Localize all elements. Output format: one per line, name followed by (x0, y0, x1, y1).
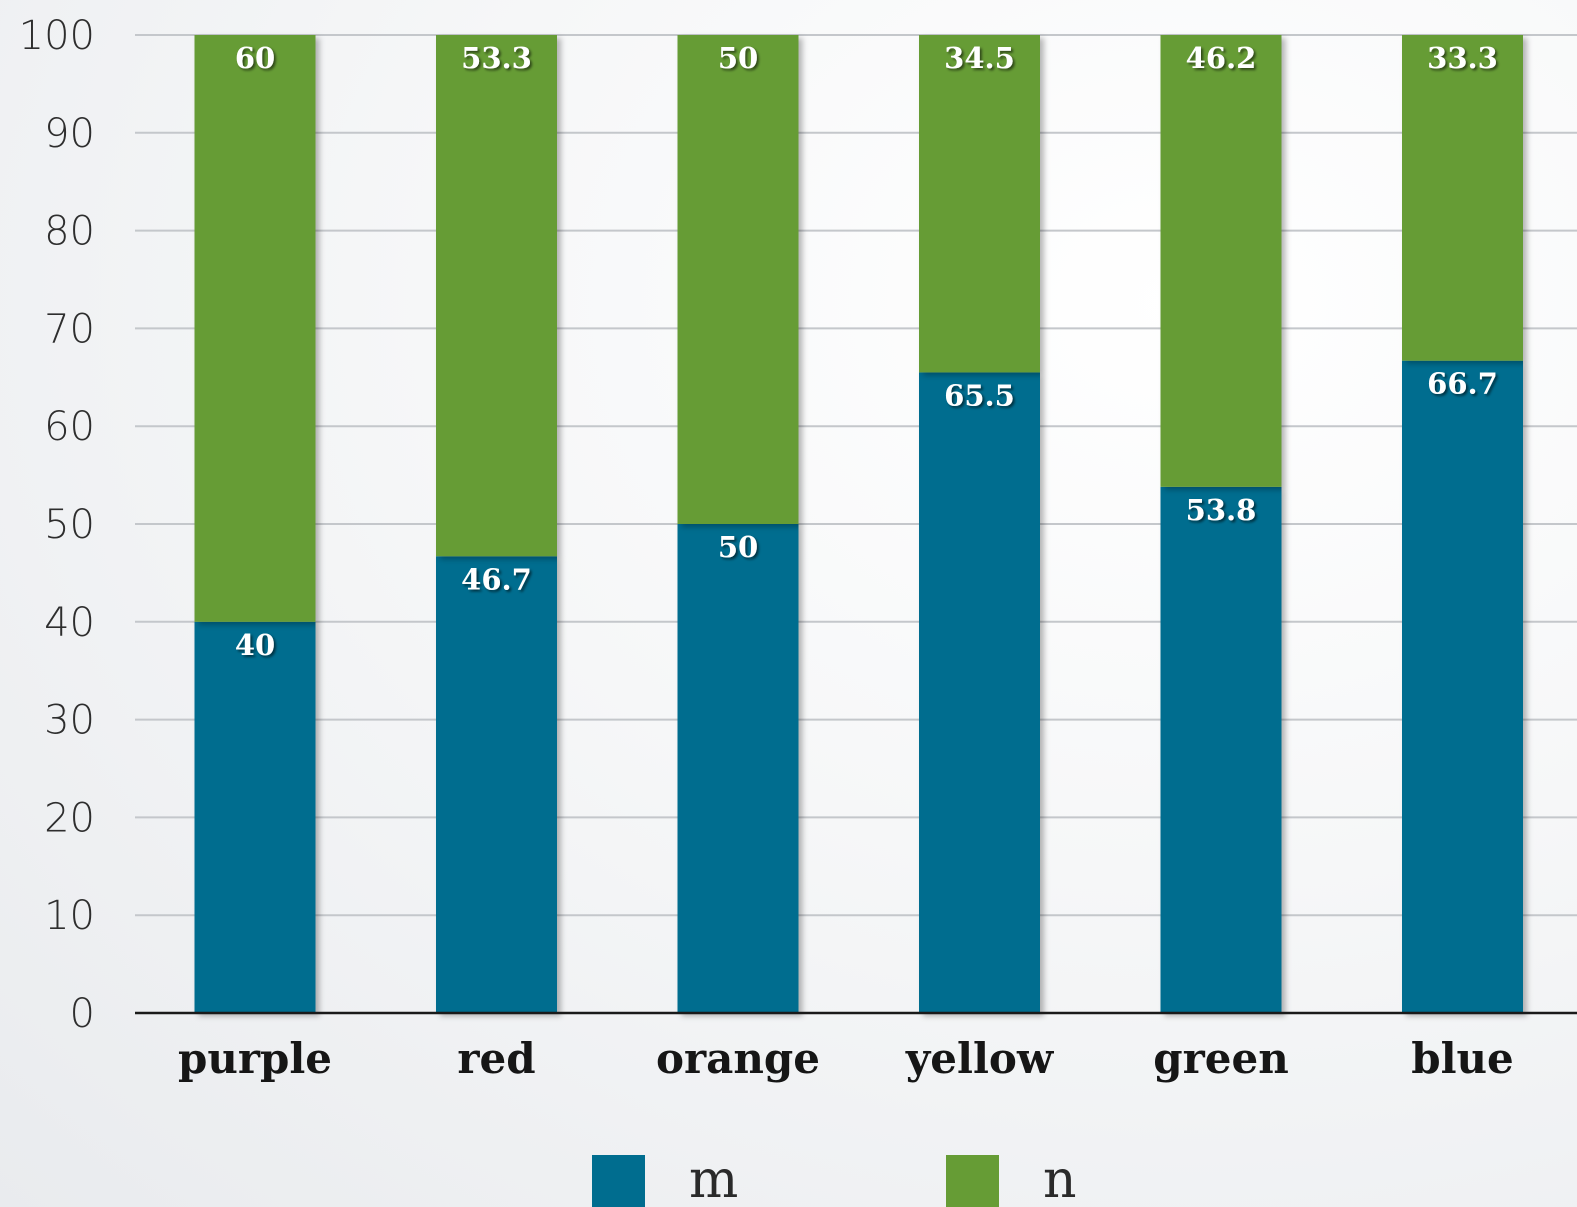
data-label-n-purple: 60 (235, 41, 275, 75)
y-tick-label: 70 (44, 306, 95, 352)
x-category-label-orange: orange (656, 1034, 820, 1083)
y-tick-label: 20 (44, 795, 95, 841)
bar-m-green (1160, 486, 1282, 1013)
data-label-m-blue: 66.7 (1427, 367, 1498, 401)
data-label-n-green: 46.2 (1186, 41, 1257, 75)
y-tick-label: 100 (19, 13, 95, 59)
bar-n-purple (194, 35, 316, 622)
bar-m-red (436, 556, 557, 1013)
bar-n-green (1160, 35, 1282, 487)
y-tick-label: 10 (44, 893, 95, 939)
y-tick-label: 80 (44, 209, 95, 255)
data-label-n-red: 53.3 (461, 41, 532, 75)
data-label-m-purple: 40 (235, 628, 275, 662)
x-category-label-purple: purple (178, 1034, 332, 1083)
y-tick-label: 50 (44, 502, 95, 548)
bar-m-purple (194, 621, 316, 1013)
bar-n-yellow (919, 35, 1040, 373)
y-tick-label: 40 (44, 600, 95, 646)
legend-swatch-m (592, 1155, 645, 1207)
bar-n-red (436, 35, 557, 557)
legend-label-m: m (689, 1150, 738, 1207)
x-category-label-green: green (1153, 1034, 1288, 1083)
y-tick-label: 90 (44, 111, 95, 157)
data-label-m-red: 46.7 (461, 562, 532, 596)
x-category-label-blue: blue (1411, 1034, 1514, 1083)
y-tick-label: 30 (44, 698, 95, 744)
data-label-n-yellow: 34.5 (944, 41, 1015, 75)
data-label-n-blue: 33.3 (1427, 41, 1498, 75)
legend-label-n: n (1043, 1150, 1077, 1207)
x-axis-category-labels: purple red orange yellow green blue (178, 1034, 1514, 1083)
bar-m-yellow (919, 372, 1040, 1013)
bar-m-orange (677, 524, 799, 1013)
legend-swatch-n (946, 1155, 999, 1207)
x-category-label-yellow: yellow (905, 1034, 1054, 1083)
bars (194, 35, 1523, 1013)
bar-m-blue (1402, 360, 1523, 1013)
bar-n-orange (677, 35, 799, 524)
y-tick-label: 60 (44, 404, 95, 450)
data-label-n-orange: 50 (718, 41, 758, 75)
data-labels: 40 60 46.7 53.3 50 50 65.5 34.5 53.8 46.2 66.7 33.3 (235, 41, 1498, 662)
x-category-label-red: red (457, 1034, 535, 1083)
y-axis-tick-labels: 0 10 20 30 40 50 60 70 80 90 100 (19, 13, 95, 1037)
bar-n-blue (1402, 35, 1523, 361)
data-label-m-orange: 50 (718, 530, 758, 564)
data-label-m-green: 53.8 (1186, 493, 1257, 527)
y-tick-label: 0 (70, 991, 95, 1037)
gridlines (135, 34, 1577, 917)
data-label-m-yellow: 65.5 (944, 378, 1015, 412)
